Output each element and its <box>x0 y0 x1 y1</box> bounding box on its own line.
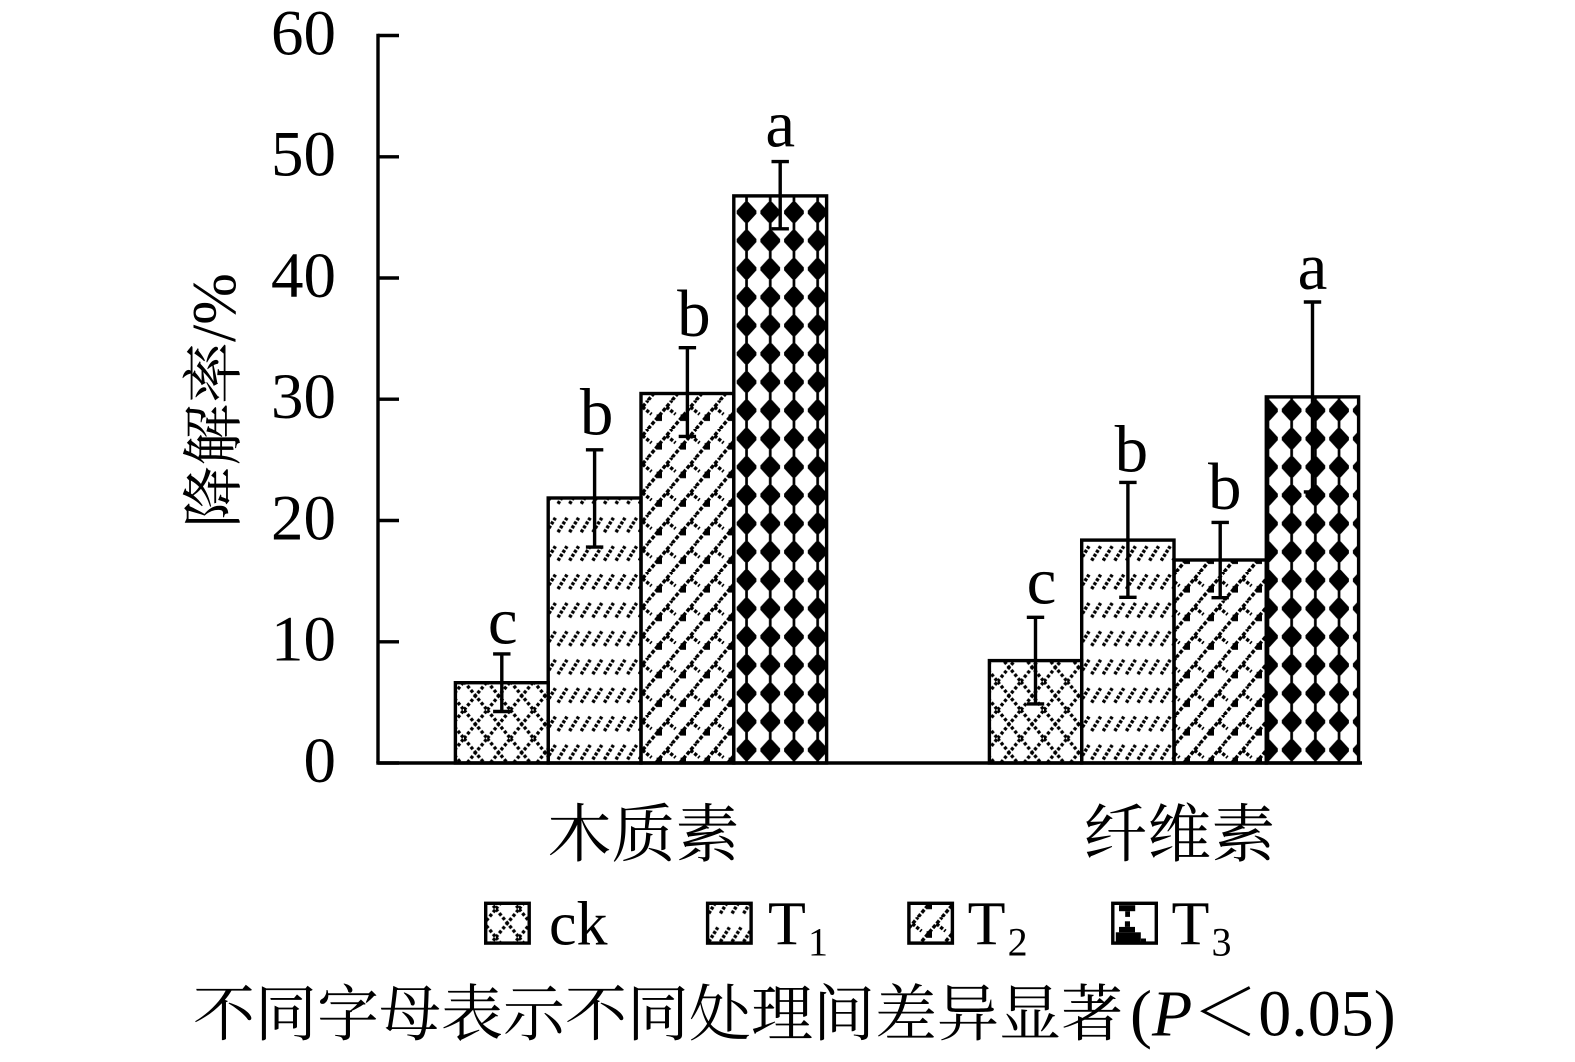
svg-text:c: c <box>488 585 518 659</box>
svg-text:(P: (P <box>1130 978 1192 1051</box>
svg-text:a: a <box>765 88 795 162</box>
svg-text:T: T <box>768 891 806 959</box>
svg-text:60: 60 <box>271 0 336 69</box>
svg-text:T: T <box>1172 891 1210 959</box>
svg-text:/%: /% <box>181 273 249 342</box>
svg-text:c: c <box>1027 545 1057 619</box>
svg-text:10: 10 <box>271 604 336 676</box>
svg-text:30: 30 <box>271 361 336 433</box>
svg-text:2: 2 <box>1008 920 1028 965</box>
svg-text:b: b <box>1115 413 1149 487</box>
svg-text:40: 40 <box>271 240 336 312</box>
svg-text:0.05): 0.05) <box>1258 978 1395 1051</box>
svg-text:3: 3 <box>1212 920 1232 965</box>
svg-text:a: a <box>1298 230 1328 304</box>
svg-text:b: b <box>677 277 711 351</box>
svg-text:T: T <box>968 891 1006 959</box>
svg-text:b: b <box>1208 450 1242 524</box>
svg-text:20: 20 <box>271 482 336 554</box>
svg-text:0: 0 <box>304 725 337 797</box>
svg-text:b: b <box>580 376 614 450</box>
svg-text:1: 1 <box>808 920 828 965</box>
svg-text:ck: ck <box>549 891 608 959</box>
svg-text:50: 50 <box>271 119 336 191</box>
